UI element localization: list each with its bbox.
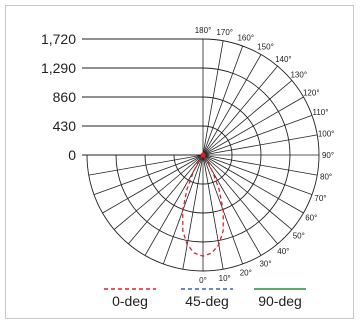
angle-tick-label: 160° <box>237 34 254 43</box>
grid-spoke <box>202 134 318 156</box>
grid-spoke-lower-left <box>182 154 204 270</box>
angle-tick-label: 170° <box>216 28 233 37</box>
legend-label: 45-deg <box>185 293 229 309</box>
angle-tick-label: 50° <box>293 231 305 240</box>
angle-tick-label: 180° <box>195 26 212 35</box>
angle-labels: 0° 10° 20° 30° 40° 50°60° 70° 80° 90° 100° 110° 120… <box>195 26 335 285</box>
radial-tick-label: 1,720 <box>41 31 76 47</box>
angle-tick-label: 140° <box>275 55 292 64</box>
angle-tick-label: 70° <box>314 194 326 203</box>
radial-tick-label: 860 <box>53 89 77 105</box>
grid-spoke <box>202 80 293 156</box>
angle-tick-label: 10° <box>219 274 231 283</box>
angle-tick-label: 20° <box>240 268 252 277</box>
grid-spoke <box>202 154 293 230</box>
center-dot <box>200 152 206 158</box>
grid-spoke <box>202 96 304 156</box>
angle-tick-label: 90° <box>322 151 334 160</box>
radial-tick-label: 1,290 <box>41 60 76 76</box>
grid-spoke <box>202 54 262 156</box>
grid-spoke-lower-left <box>88 154 204 176</box>
radial-axis-labels: 0 430 860 1,290 1,720 <box>41 31 76 163</box>
angle-tick-label: 110° <box>312 108 328 117</box>
grid-spoke <box>202 45 244 156</box>
angle-tick-label: 100° <box>318 129 335 138</box>
grid-spoke <box>202 154 278 245</box>
grid-spoke-lower-left <box>144 154 204 256</box>
angle-tick-label: 150° <box>257 43 274 52</box>
radial-tick-label: 430 <box>53 118 77 134</box>
grid-spoke <box>202 114 313 156</box>
angle-tick-label: 130° <box>290 71 307 80</box>
chart-frame <box>5 5 354 319</box>
angle-tick-label: 120° <box>303 89 320 98</box>
grid-spoke <box>202 40 224 156</box>
grid-ring-lower-left <box>115 154 204 243</box>
legend: 0-deg 45-deg 90-deg <box>104 288 306 309</box>
grid-spoke <box>202 154 224 270</box>
grid-ring-lower-left <box>86 154 204 272</box>
grid-spoke-lower-left <box>113 154 204 230</box>
intensity-curves <box>182 152 224 257</box>
radial-tick-label: 0 <box>68 147 76 163</box>
grid-spoke <box>202 154 318 176</box>
angle-tick-label: 40° <box>277 247 289 256</box>
angle-tick-label: 80° <box>320 173 332 182</box>
grid-spoke-lower-left <box>102 154 204 214</box>
series-curve-0-deg <box>182 153 224 257</box>
angle-tick-label: 30° <box>259 259 271 268</box>
grid-spoke-lower-left <box>93 154 204 196</box>
angle-tick-label: 60° <box>305 214 317 223</box>
legend-label: 0-deg <box>112 293 148 309</box>
angle-tick-label: 0° <box>199 276 207 285</box>
grid-ring-lower-left <box>144 154 204 214</box>
grid-spoke <box>202 65 278 156</box>
legend-label: 90-deg <box>258 293 302 309</box>
grid-spoke-lower-left <box>128 154 204 245</box>
grid-spoke <box>202 154 313 196</box>
grid-spoke <box>202 154 304 214</box>
